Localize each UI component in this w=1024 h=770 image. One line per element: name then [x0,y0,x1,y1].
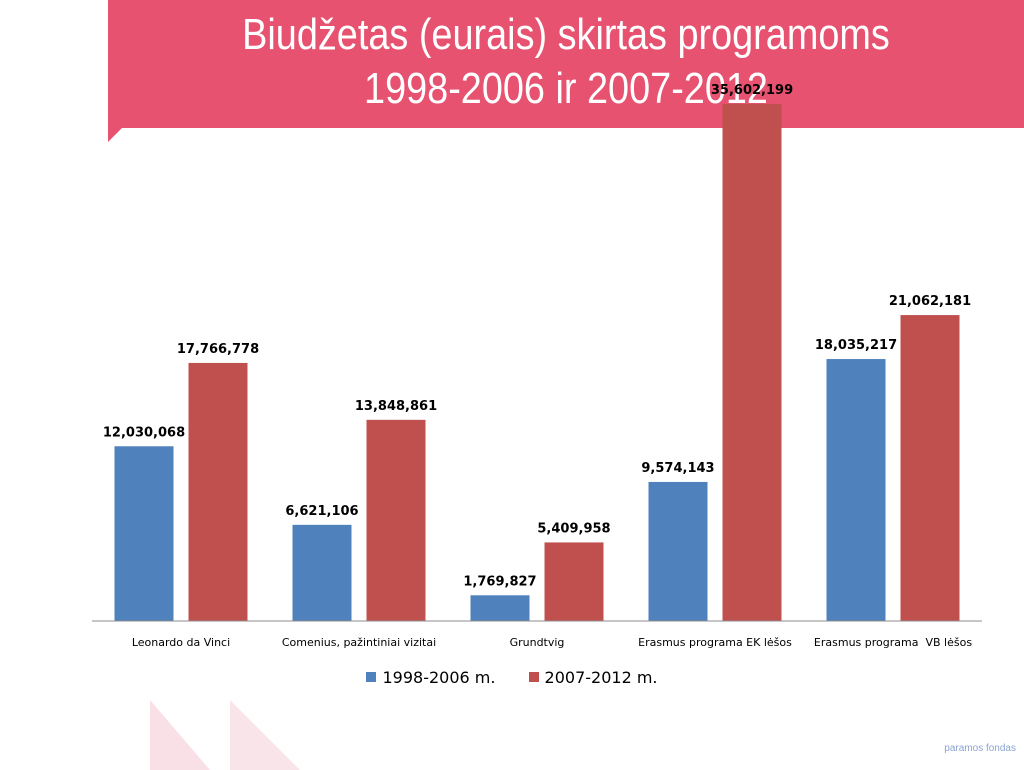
slide-title-line-2: 1998-2006 ir 2007-2012 [364,64,768,113]
footer-fragment: paramos fondas [944,743,1016,754]
chart-labels: 12,030,068 17,766,778 Leonardo da Vinci 6,6… [103,83,972,649]
bar-series-2-cat-1 [188,362,248,621]
legend-item-series-2: 2007-2012 m. [528,667,658,687]
legend-label-series-1: 1998-2006 m. [382,667,496,687]
bar-series-1-cat-2 [292,524,352,621]
data-label-series-2-cat-2: 13,848,861 [355,399,437,414]
data-label-series-1-cat-2: 6,621,106 [285,504,358,519]
slide-title-line-1: Biudžetas (eurais) skirtas programoms [242,10,890,59]
bar-series-2-cat-3 [544,542,604,621]
bar-series-1-cat-1 [114,446,174,621]
legend-swatch-series-2 [528,672,539,682]
category-label-1: Leonardo da Vinci [132,636,230,649]
decorative-shape-left [150,700,210,770]
category-label-4: Erasmus programa EK lėšos [638,636,792,649]
category-label-2: Comenius, pažintiniai vizitai [282,636,436,649]
data-label-series-1-cat-1: 12,030,068 [103,425,185,440]
category-label-5: Erasmus programa VB lėšos [814,636,972,649]
chart-legend: 1998-2006 m. 2007-2012 m. [0,666,1024,687]
data-label-series-2-cat-1: 17,766,778 [177,342,259,357]
bar-series-2-cat-5 [900,315,960,621]
bar-series-2-cat-2 [366,419,426,621]
data-label-series-2-cat-5: 21,062,181 [889,294,971,309]
bar-series-1-cat-4 [648,481,708,621]
data-label-series-2-cat-3: 5,409,958 [537,521,610,536]
chart-bars [114,103,960,622]
legend-swatch-series-1 [366,672,377,682]
legend-item-series-1: 1998-2006 m. [366,667,495,687]
data-label-series-1-cat-5: 18,035,217 [815,338,897,353]
title-banner [108,0,1024,128]
slide-title: Biudžetas (eurais) skirtas programoms 19… [172,8,960,116]
decorative-shape-middle [230,700,300,770]
data-label-series-1-cat-4: 9,574,143 [641,461,714,476]
bar-series-2-cat-4 [722,103,782,622]
data-label-series-1-cat-3: 1,769,827 [463,574,536,589]
category-label-3: Grundtvig [510,636,565,649]
banner-notch [108,126,124,142]
legend-label-series-2: 2007-2012 m. [544,667,658,687]
data-label-series-2-cat-4: 35,602,199 [711,83,793,98]
bar-series-1-cat-5 [826,359,886,621]
bar-series-1-cat-3 [470,595,530,621]
